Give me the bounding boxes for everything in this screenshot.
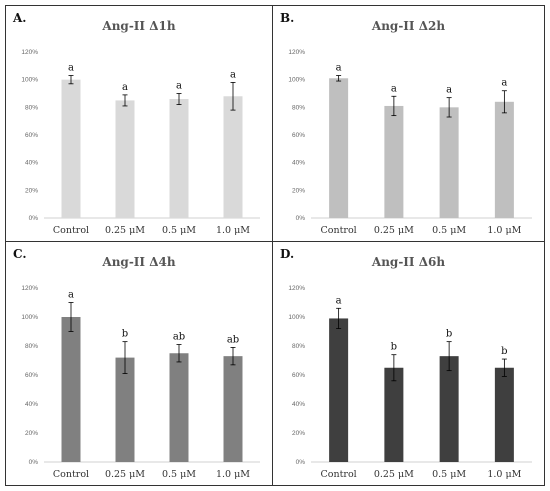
y-tick-label: 100%: [288, 77, 305, 84]
significance-label: b: [446, 329, 452, 340]
y-tick-label: 20%: [25, 187, 38, 194]
bar: [329, 318, 349, 462]
x-tick-label: 0.5 μM: [162, 469, 196, 480]
panel-a: A. Ang-II Δ1h 0% 20% 40% 60% 80% 100% 120% a Con…: [5, 5, 273, 242]
panel-label: D.: [280, 247, 295, 261]
x-tick-label: 0.5 μM: [162, 225, 196, 236]
bar-chart-svg: 0% 20% 40% 60% 80% 100% 120% a Control b 0.25 μM ab…: [21, 285, 260, 480]
bar: [329, 78, 349, 219]
chart-title: Ang-II Δ2h: [371, 19, 446, 33]
y-tick-label: 40%: [292, 160, 305, 167]
significance-label: a: [446, 85, 452, 96]
y-tick-label: 60%: [25, 132, 38, 139]
bar: [494, 101, 514, 218]
x-tick-label: Control: [321, 225, 357, 236]
panel-c: C. Ang-II Δ4h 0% 20% 40% 60% 80% 100% 120% a Con…: [5, 241, 273, 486]
x-tick-label: 0.25 μM: [105, 469, 145, 480]
bar: [494, 367, 514, 462]
bar: [384, 367, 404, 462]
y-tick-label: 120%: [288, 49, 305, 56]
bar-chart-svg: 0% 20% 40% 60% 80% 100% 120% a Control b 0.25 μM b 0…: [288, 285, 532, 480]
significance-label: a: [176, 81, 182, 92]
bar: [384, 105, 404, 218]
panel-b: B. Ang-II Δ2h 0% 20% 40% 60% 80% 100% 120% a Con…: [272, 5, 545, 242]
x-tick-label: 1.0 μM: [487, 225, 521, 236]
y-tick-label: 100%: [21, 77, 38, 84]
x-tick-label: Control: [53, 469, 89, 480]
y-tick-label: 100%: [21, 314, 38, 321]
significance-label: a: [68, 290, 74, 301]
significance-label: a: [68, 63, 74, 74]
bar: [439, 107, 459, 218]
significance-label: a: [122, 82, 128, 93]
bar: [115, 357, 135, 462]
y-tick-label: 0%: [296, 215, 306, 222]
y-tick-label: 80%: [292, 104, 305, 111]
x-tick-label: 0.25 μM: [374, 225, 414, 236]
panel-label: B.: [280, 11, 295, 25]
bar: [223, 96, 243, 218]
panel-label: A.: [13, 11, 27, 25]
bar: [223, 356, 243, 462]
panel-d: D. Ang-II Δ6h 0% 20% 40% 60% 80% 100% 120% a Con…: [272, 241, 545, 486]
y-tick-label: 80%: [292, 343, 305, 350]
bar: [61, 317, 81, 462]
chart-title: Ang-II Δ4h: [102, 255, 176, 269]
x-tick-label: 1.0 μM: [487, 469, 521, 480]
y-tick-label: 20%: [292, 187, 305, 194]
bar: [169, 99, 189, 218]
bar: [115, 100, 135, 218]
x-tick-label: Control: [53, 225, 89, 236]
x-tick-label: Control: [321, 469, 357, 480]
bar-chart-svg: 0% 20% 40% 60% 80% 100% 120% a Control a 0.25 μM a 0…: [21, 49, 260, 236]
y-tick-label: 120%: [21, 49, 38, 56]
x-tick-label: 1.0 μM: [216, 225, 250, 236]
panel-label: C.: [13, 247, 27, 261]
significance-label: a: [336, 295, 342, 306]
y-tick-label: 80%: [25, 104, 38, 111]
x-tick-label: 0.25 μM: [105, 225, 145, 236]
y-tick-label: 40%: [25, 160, 38, 167]
y-tick-label: 0%: [29, 459, 39, 466]
significance-label: b: [501, 346, 507, 357]
y-tick-label: 60%: [25, 372, 38, 379]
y-tick-label: 20%: [25, 430, 38, 437]
bar: [439, 356, 459, 462]
x-tick-label: 1.0 μM: [216, 469, 250, 480]
y-tick-label: 100%: [288, 314, 305, 321]
significance-label: a: [391, 83, 397, 94]
y-tick-label: 20%: [292, 430, 305, 437]
y-tick-label: 80%: [25, 343, 38, 350]
y-tick-label: 120%: [21, 285, 38, 292]
x-tick-label: 0.5 μM: [432, 469, 466, 480]
significance-label: b: [122, 329, 128, 340]
significance-label: a: [336, 63, 342, 74]
chart-title: Ang-II Δ6h: [371, 255, 446, 269]
y-tick-label: 0%: [29, 215, 39, 222]
significance-label: ab: [227, 334, 239, 345]
chart-title: Ang-II Δ1h: [102, 19, 176, 33]
significance-label: a: [230, 69, 236, 80]
y-tick-label: 120%: [288, 285, 305, 292]
bar: [61, 79, 81, 219]
x-tick-label: 0.5 μM: [432, 225, 466, 236]
y-tick-label: 60%: [292, 372, 305, 379]
bar-chart-svg: 0% 20% 40% 60% 80% 100% 120% a Control a 0.25 μM a 0…: [288, 49, 532, 236]
y-tick-label: 40%: [25, 401, 38, 408]
y-tick-label: 0%: [296, 459, 306, 466]
significance-label: a: [501, 78, 507, 89]
y-tick-label: 40%: [292, 401, 305, 408]
significance-label: b: [391, 342, 397, 353]
significance-label: ab: [173, 332, 185, 343]
y-tick-label: 60%: [292, 132, 305, 139]
bar: [169, 353, 189, 462]
x-tick-label: 0.25 μM: [374, 469, 414, 480]
